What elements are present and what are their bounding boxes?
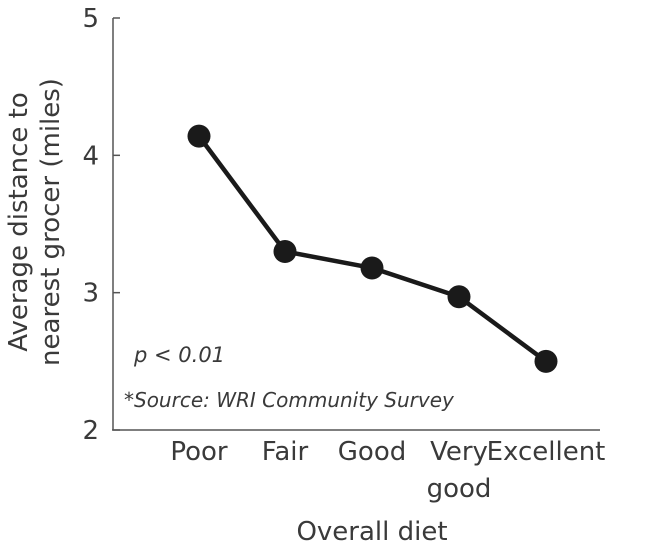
series-group (187, 124, 558, 373)
y-tick-label: 2 (82, 416, 99, 446)
x-tick-label: Poor (170, 437, 228, 467)
y-tick-label: 3 (82, 279, 99, 309)
axes (112, 17, 600, 431)
x-tick-label: Good (338, 437, 406, 467)
x-tick-label: Excellent (487, 437, 606, 467)
data-point (360, 256, 384, 280)
x-axis-title: Overall diet (296, 517, 447, 544)
data-point (447, 285, 471, 309)
y-axis-title: Average distance tonearest grocer (miles… (4, 78, 66, 366)
series-line (197, 134, 548, 364)
data-point (273, 239, 297, 263)
p-value-note: p < 0.01 (133, 343, 225, 367)
y-tick-label: 4 (82, 141, 99, 171)
data-point (534, 349, 558, 373)
x-tick-label: Very good (427, 437, 492, 504)
x-tick-label: Fair (262, 437, 309, 467)
source-note: *Source: WRI Community Survey (124, 388, 455, 412)
data-point (187, 124, 211, 148)
y-tick-label: 5 (82, 4, 99, 34)
